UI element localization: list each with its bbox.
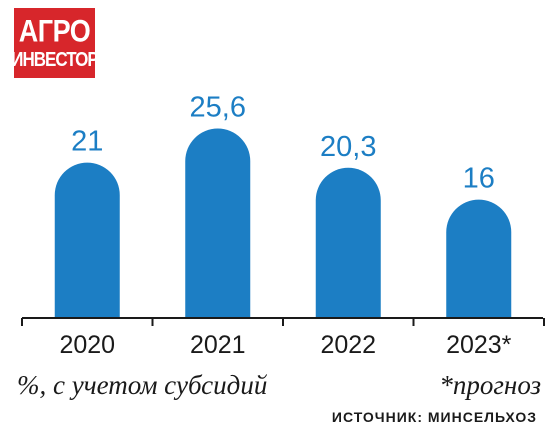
bar-chart: 21 2020 25,6 2021 20,3 2022 16 2023* [21,92,545,359]
category-label-2020: 2020 [59,331,115,359]
bar-2020 [54,162,120,318]
value-label-2022: 20,3 [320,131,376,163]
forecast-note: *прогноз [439,370,541,400]
category-label-2023*: 2023* [446,331,512,359]
source-label: ИСТОЧНИК: МИНСЕЛЬХОЗ [331,409,537,425]
value-label-2020: 21 [71,126,103,158]
category-label-2021: 2021 [190,331,246,359]
unit-note: %, с учетом субсидий [17,370,268,400]
bar-2023* [446,199,512,318]
bar-2022 [315,167,381,318]
logo-text-line2: ИНВЕСТОР [11,48,98,71]
logo-text-line1: АГРО [18,13,91,49]
value-label-2023*: 16 [463,163,495,195]
bar-2021 [185,128,251,318]
agroinvestor-logo: АГРО ИНВЕСТОР [11,8,99,78]
value-label-2021: 25,6 [190,92,246,124]
category-label-2022: 2022 [320,331,376,359]
